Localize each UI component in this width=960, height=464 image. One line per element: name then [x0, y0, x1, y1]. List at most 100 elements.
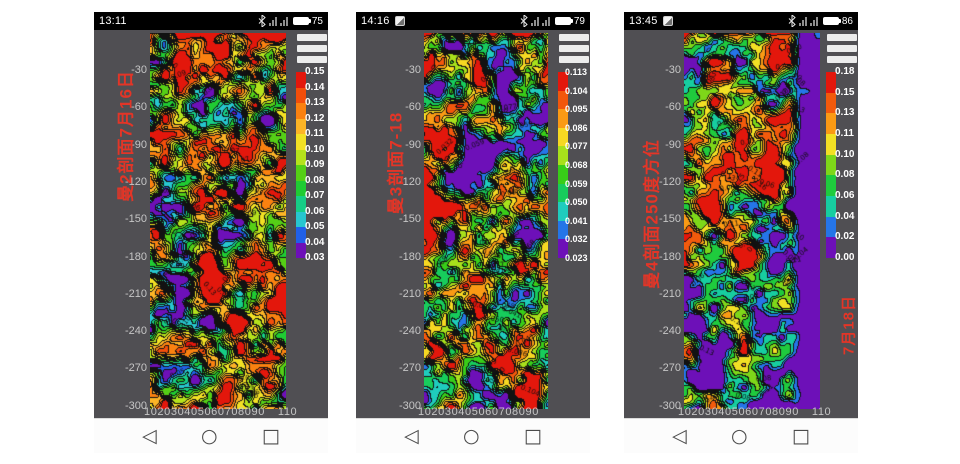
colorbar-segment — [558, 220, 568, 240]
battery-percent: 79 — [573, 15, 585, 27]
colorbar-tick-label: 0.08 — [305, 174, 325, 186]
y-tick-label: -300 — [398, 399, 421, 412]
status-bar: 13:11 75 — [94, 12, 328, 30]
colorbar-tick-label: 0.050 — [565, 197, 588, 208]
colorbar-segment — [296, 196, 306, 212]
status-bar: 14:16 79 — [356, 12, 590, 30]
cell-signal-icon — [268, 16, 277, 26]
x-tick-run: 102030405060708090 — [144, 406, 265, 418]
colorbar-tick-label: 0.14 — [305, 81, 325, 93]
colorbar-tick-label: 0.113 — [565, 67, 588, 77]
profile-title: 曼4剖面250度方位 — [642, 139, 662, 289]
y-tick-label: -150 — [124, 213, 147, 226]
x-tick-run: 102030405060708090 — [678, 406, 799, 418]
bluetooth-icon — [520, 15, 528, 27]
colorbar-tick-label: 0.11 — [835, 128, 854, 139]
colorbar-tick-label: 0.11 — [305, 128, 324, 139]
menu-icon[interactable] — [297, 34, 327, 67]
home-button[interactable]: ○ — [463, 424, 480, 447]
y-tick-label: -60 — [665, 101, 681, 114]
x-tick-run: 102030405060708090 — [418, 406, 539, 418]
colorbar-segment — [558, 146, 568, 165]
y-tick-label: -210 — [398, 287, 421, 300]
colorbar-tick-label: 0.032 — [565, 234, 588, 245]
recents-button[interactable]: □ — [791, 424, 810, 447]
x-tick-110: 110 — [277, 406, 298, 418]
y-tick-label: -240 — [398, 325, 421, 338]
y-tick-label: -300 — [658, 399, 681, 412]
y-tick-label: -240 — [658, 325, 681, 338]
colorbar-segment — [826, 92, 836, 114]
colorbar-tick-label: 0.00 — [835, 252, 855, 263]
recents-button[interactable]: □ — [523, 424, 542, 447]
colorbar-segment — [558, 72, 568, 91]
recents-button[interactable]: □ — [261, 424, 280, 447]
colorbar-tick-label: 0.023 — [565, 253, 588, 263]
date-label: 7月18日 — [840, 294, 858, 356]
y-tick-label: -30 — [405, 64, 421, 76]
status-time: 13:45 — [629, 15, 658, 27]
colorbar-tick-label: 0.03 — [305, 252, 325, 263]
y-tick-label: -90 — [131, 138, 147, 151]
y-tick-label: -270 — [398, 362, 421, 375]
cell-signal-icon-2 — [809, 16, 818, 26]
colorbar-tick-label: 0.06 — [835, 190, 855, 201]
y-tick-label: -150 — [398, 213, 421, 226]
battery-percent: 86 — [841, 15, 853, 27]
bluetooth-icon — [788, 15, 796, 27]
status-right-icons: 86 — [788, 15, 853, 27]
colorbar-segment — [826, 134, 836, 155]
colorbar-tick-label: 0.15 — [835, 86, 855, 98]
back-button[interactable]: ◁ — [404, 424, 419, 447]
menu-icon[interactable] — [559, 34, 589, 67]
colorbar-segment — [558, 202, 568, 221]
y-axis-ticks: -30 -60 -90 -120 -150 -180 -210 -240 -270 -300 — [356, 30, 421, 418]
status-time: 13:11 — [99, 15, 127, 27]
y-tick-label: -180 — [398, 250, 421, 263]
colorbar-segment — [826, 196, 836, 217]
contour-plot-canvas — [684, 33, 820, 409]
colorbar-tick-label: 0.08 — [835, 169, 855, 181]
colorbar-tick-label: 0.04 — [835, 210, 855, 222]
phone-screenshot-2: 14:16 79 -30 -60 -90 -120 -150 -180 -210 -240 -2… — [356, 12, 590, 453]
y-tick-label: -300 — [124, 399, 147, 412]
colorbar-tick-label: 0.18 — [835, 66, 855, 77]
colorbar-tick-label: 0.041 — [565, 215, 588, 226]
profile-title: 曼3剖面7-18 — [386, 111, 406, 215]
app-screen: -30 -60 -90 -120 -150 -180 -210 -240 -270 -300 10… — [356, 30, 590, 418]
y-tick-label: -180 — [658, 250, 681, 263]
y-tick-label: -210 — [124, 287, 147, 300]
colorbar-tick-label: 0.12 — [305, 112, 325, 124]
colorbar-tick-label: 0.086 — [565, 122, 588, 133]
status-bar: 13:45 86 — [624, 12, 858, 30]
screenshot-thumbnail-icon — [394, 16, 405, 26]
colorbar-segment — [826, 175, 836, 197]
colorbar-segment — [558, 127, 568, 147]
colorbar-segment — [296, 134, 306, 150]
colorbar-segment — [826, 154, 836, 176]
colorbar-segment — [826, 216, 836, 238]
cell-signal-icon — [798, 16, 807, 26]
y-tick-label: -240 — [124, 325, 147, 338]
back-button[interactable]: ◁ — [142, 424, 157, 447]
back-button[interactable]: ◁ — [672, 424, 687, 447]
y-tick-label: -90 — [665, 138, 681, 151]
colorbar-tick-label: 0.13 — [305, 97, 325, 108]
x-axis-ticks: 102030405060708090 110 — [678, 407, 831, 418]
home-button[interactable]: ○ — [731, 424, 748, 447]
bluetooth-icon — [258, 15, 266, 27]
colorbar-tick-label: 0.10 — [835, 148, 855, 160]
colorbar-segment — [558, 239, 568, 258]
menu-icon[interactable] — [827, 34, 857, 67]
y-tick-label: -60 — [131, 101, 147, 114]
phone-screenshot-1: 13:11 75 -30 -60 -90 -120 -150 -180 -210 -240 -2… — [94, 12, 328, 453]
android-nav-bar: ◁ ○ □ — [624, 418, 858, 453]
y-tick-label: -90 — [405, 138, 421, 151]
cell-signal-icon-2 — [541, 16, 550, 26]
android-nav-bar: ◁ ○ □ — [94, 418, 328, 453]
home-button[interactable]: ○ — [201, 424, 218, 447]
y-axis-ticks: -30 -60 -90 -120 -150 -180 -210 -240 -270 -300 — [624, 30, 681, 418]
y-tick-label: -30 — [665, 64, 681, 76]
y-tick-label: -270 — [124, 362, 147, 375]
